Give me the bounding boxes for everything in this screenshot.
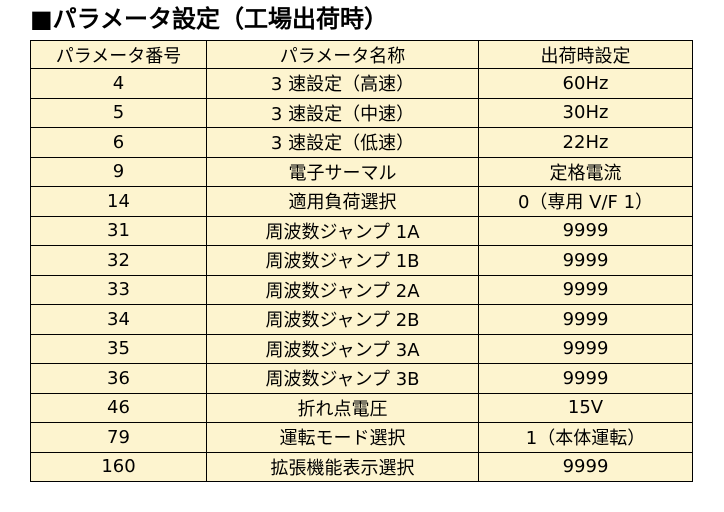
column-header: 出荷時設定 — [478, 40, 693, 69]
table-cell: 34 — [30, 304, 207, 335]
table-cell: 周波数ジャンプ 1A — [206, 215, 479, 246]
table-cell: 3 速設定（低速） — [206, 127, 479, 158]
table-cell: 9999 — [478, 333, 693, 364]
table-cell: 3 速設定（中速） — [206, 97, 479, 128]
table-cell: 9999 — [478, 245, 693, 276]
table-cell: 31 — [30, 215, 207, 246]
table-cell: 9999 — [478, 451, 693, 482]
table-cell: 3 速設定（高速） — [206, 68, 479, 99]
table-cell: 14 — [30, 186, 207, 217]
table-cell: 定格電流 — [478, 156, 693, 187]
table-row: 31 周波数ジャンプ 1A 9999 — [30, 215, 693, 246]
table-cell: 60Hz — [478, 68, 693, 99]
column-header: パラメータ名称 — [206, 40, 479, 69]
table-row: 35 周波数ジャンプ 3A 9999 — [30, 333, 693, 364]
table-cell: 6 — [30, 127, 207, 158]
table-cell: 周波数ジャンプ 2B — [206, 304, 479, 335]
table-cell: 160 — [30, 451, 207, 482]
table-cell: 33 — [30, 274, 207, 305]
table-row: 34 周波数ジャンプ 2B 9999 — [30, 304, 693, 335]
table-cell: 適用負荷選択 — [206, 186, 479, 217]
table-cell: 電子サーマル — [206, 156, 479, 187]
table-cell: 5 — [30, 97, 207, 128]
table-cell: 周波数ジャンプ 2A — [206, 274, 479, 305]
table-cell: 折れ点電圧 — [206, 392, 479, 423]
table-row: 14 適用負荷選択 0（専用 V/F 1） — [30, 186, 693, 217]
table-row: 9 電子サーマル 定格電流 — [30, 156, 693, 187]
table-row: 32 周波数ジャンプ 1B 9999 — [30, 245, 693, 276]
table-cell: 拡張機能表示選択 — [206, 451, 479, 482]
table-cell: 35 — [30, 333, 207, 364]
table-row: 46 折れ点電圧 15V — [30, 392, 693, 423]
table-cell: 周波数ジャンプ 1B — [206, 245, 479, 276]
table-cell: 周波数ジャンプ 3B — [206, 363, 479, 394]
table-cell: 9999 — [478, 215, 693, 246]
table-row: 79 運転モード選択 1（本体運転） — [30, 422, 693, 453]
table-cell: 9 — [30, 156, 207, 187]
page-title: ■パラメータ設定（工場出荷時） — [30, 5, 388, 33]
table-cell: 46 — [30, 392, 207, 423]
table-cell: 9999 — [478, 274, 693, 305]
table-cell: 9999 — [478, 363, 693, 394]
table-cell: 9999 — [478, 304, 693, 335]
table-cell: 周波数ジャンプ 3A — [206, 333, 479, 364]
header-row: パラメータ番号 パラメータ名称 出荷時設定 — [30, 40, 693, 69]
column-header: パラメータ番号 — [30, 40, 207, 69]
table-cell: 32 — [30, 245, 207, 276]
table-cell: 30Hz — [478, 97, 693, 128]
table-cell: 22Hz — [478, 127, 693, 158]
table-cell: 4 — [30, 68, 207, 99]
table-row: 36 周波数ジャンプ 3B 9999 — [30, 363, 693, 394]
table-cell: 0（専用 V/F 1） — [478, 186, 693, 217]
table-cell: 1（本体運転） — [478, 422, 693, 453]
table-cell: 79 — [30, 422, 207, 453]
table-cell: 運転モード選択 — [206, 422, 479, 453]
table-row: 160 拡張機能表示選択 9999 — [30, 451, 693, 482]
table-cell: 15V — [478, 392, 693, 423]
table-row: 33 周波数ジャンプ 2A 9999 — [30, 274, 693, 305]
table-cell: 36 — [30, 363, 207, 394]
table-header: パラメータ番号 パラメータ名称 出荷時設定 — [30, 40, 693, 69]
